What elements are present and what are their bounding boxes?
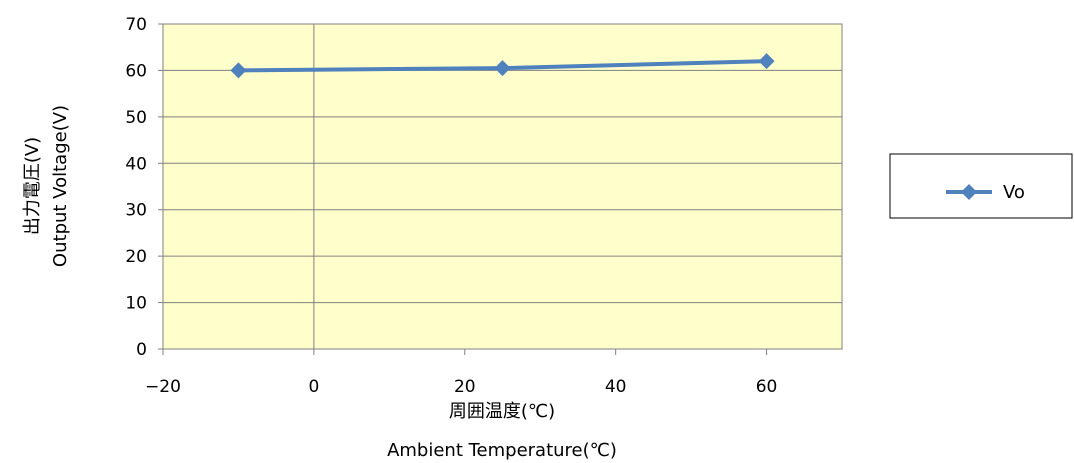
x-axis-title-line-2: Ambient Temperature(℃) [387, 440, 617, 461]
y-tick-label: 10 [125, 294, 147, 314]
y-tick-label: 70 [125, 15, 147, 35]
x-axis-title-line-1: 周囲温度(℃) [449, 401, 555, 422]
x-tick-label: 0 [308, 377, 319, 397]
y-tick-label: 60 [125, 61, 147, 81]
y-tick-label: 30 [125, 201, 147, 221]
plot-area [162, 23, 843, 350]
data-point-marker [494, 60, 511, 77]
y-tick-label: 40 [125, 154, 147, 174]
data-point-marker [230, 62, 247, 79]
legend-swatch-marker [961, 184, 977, 200]
x-tick-label: −20 [145, 377, 181, 397]
series-layer [230, 53, 775, 79]
x-tick-label: 20 [454, 377, 476, 397]
y-tick-label: 20 [125, 247, 147, 267]
data-point-marker [758, 53, 775, 70]
legend-box [889, 153, 1073, 219]
legend: Vo [889, 153, 1073, 219]
y-tick-label: 0 [136, 340, 147, 360]
x-tick-label: 40 [605, 377, 627, 397]
x-tick-label: 60 [756, 377, 778, 397]
y-axis-title-line-1: 出力電圧(V) [22, 137, 43, 235]
axes [158, 23, 768, 355]
legend-label: Vo [1003, 182, 1025, 203]
tick-labels: 0 10 20 30 40 50 60 70 −20 0 20 40 60 [125, 15, 777, 397]
y-axis-title-line-2: Output Voltage(V) [50, 105, 71, 267]
y-tick-label: 50 [125, 108, 147, 128]
